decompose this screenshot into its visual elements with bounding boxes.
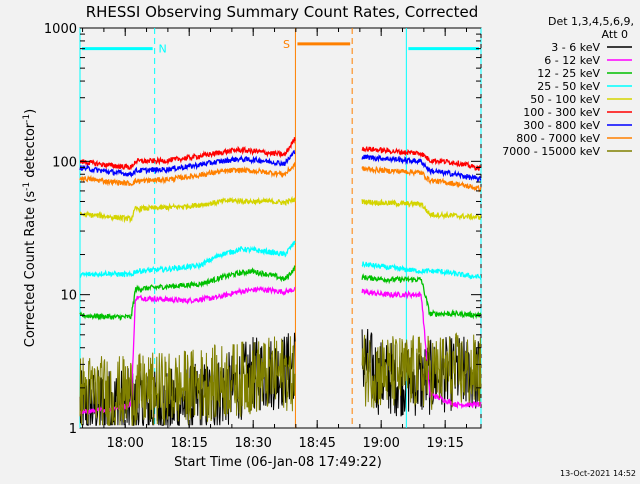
y-tick-label: 1: [69, 422, 77, 437]
y-axis-label: Corrected Count Rate (s-1 detector-1): [22, 109, 38, 347]
series-line-3: [79, 240, 482, 280]
legend-label: 7000 - 15000 keV: [502, 145, 600, 158]
legend-label: 25 - 50 keV: [537, 80, 600, 93]
series-line-2: [79, 264, 482, 321]
footer-timestamp: 13-Oct-2021 14:52: [560, 469, 636, 478]
legend-header-detectors: Det 1,3,4,5,6,9,: [548, 15, 634, 28]
series-line-6: [79, 149, 482, 183]
series-line-4: [79, 195, 482, 224]
legend-label: 100 - 300 keV: [523, 106, 600, 119]
series-line-8: [79, 332, 482, 426]
series-line-7: [79, 161, 482, 193]
series-line-5: [79, 137, 482, 171]
series-layer: [79, 137, 482, 428]
x-tick-label: 18:15: [170, 436, 207, 451]
chart-title: RHESSI Observing Summary Count Rates, Co…: [86, 3, 479, 21]
legend-label: 12 - 25 keV: [537, 67, 600, 80]
legend-label: 6 - 12 keV: [544, 54, 600, 67]
x-axis-label: Start Time (06-Jan-08 17:49:22): [174, 455, 382, 470]
legend-label: 50 - 100 keV: [530, 93, 600, 106]
legend-label: 3 - 6 keV: [551, 41, 600, 54]
x-tick-label: 19:15: [426, 436, 463, 451]
x-tick-label: 18:45: [298, 436, 335, 451]
flag-label: S: [283, 38, 290, 51]
x-tick-label: 18:00: [106, 436, 143, 451]
axes-layer: 1 10 100 1000 18:00 18:15 18:30 18:45 19:00 19:15: [44, 22, 481, 451]
legend-label: 300 - 800 keV: [523, 119, 600, 132]
y-tick-label: 100: [52, 155, 77, 170]
y-tick-label: 1000: [44, 22, 77, 37]
y-tick-label: 10: [60, 289, 77, 304]
flag-label: N: [159, 43, 167, 56]
x-tick-label: 19:00: [362, 436, 399, 451]
legend-label: 800 - 7000 keV: [516, 132, 600, 145]
legend-header-attenuator: Att 0: [602, 28, 628, 41]
x-tick-label: 18:30: [234, 436, 271, 451]
